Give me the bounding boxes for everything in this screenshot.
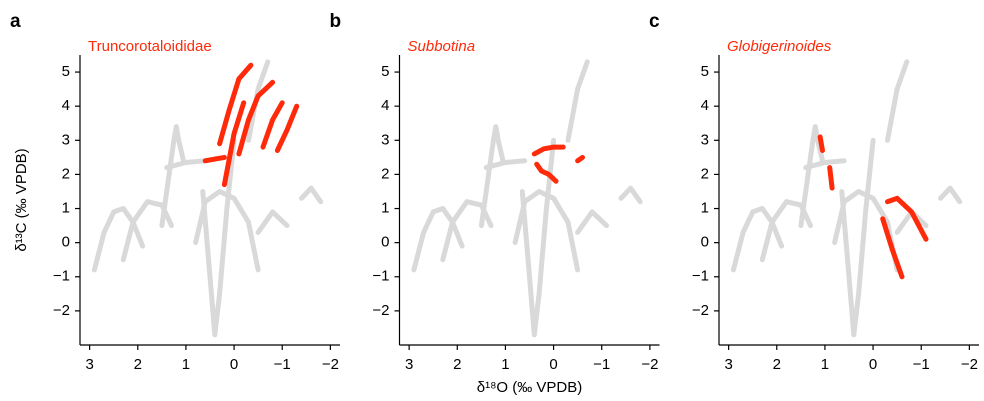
y-tick-label: −1 xyxy=(692,268,709,285)
x-tick-label: −2 xyxy=(641,356,658,373)
y-tick-label: 1 xyxy=(701,199,709,216)
y-tick-label: −1 xyxy=(53,268,70,285)
panel-title: Subbotina xyxy=(408,38,476,55)
curve xyxy=(193,189,261,273)
curve xyxy=(575,209,609,235)
curve xyxy=(512,189,581,273)
curve xyxy=(260,100,285,150)
x-axis-label: δ¹⁸O (‰ VPDB) xyxy=(477,379,583,396)
y-tick-label: 1 xyxy=(62,199,70,216)
y-tick-label: 3 xyxy=(701,131,709,148)
y-tick-label: 2 xyxy=(381,165,389,182)
curve xyxy=(885,195,929,242)
curve xyxy=(221,100,247,188)
y-tick-label: 5 xyxy=(62,63,70,80)
curve xyxy=(299,185,324,205)
x-tick-label: 2 xyxy=(134,356,142,373)
curve xyxy=(91,206,146,273)
y-tick-label: 5 xyxy=(701,63,709,80)
y-tick-label: 2 xyxy=(701,165,709,182)
x-tick-label: 0 xyxy=(869,356,877,373)
panel: b Subbotina 3 2 1 0 −1 −2 −2 −1 0 1 2 3 4 5 δ¹⁸O (‰ VPDB… xyxy=(330,11,660,396)
curve xyxy=(411,206,465,273)
x-tick-label: 3 xyxy=(724,356,732,373)
panel-title: Truncorotaloididae xyxy=(88,38,212,55)
panel: c Globigerinoides 3 2 1 0 −1 −2 −2 −1 0 1 2 3 4 5 xyxy=(649,11,979,373)
panel: a Truncorotaloididae 3 2 1 0 −1 −2 −2 −1 0 1 2 3 4 5 δ¹³… xyxy=(10,11,340,373)
x-tick-label: 2 xyxy=(453,356,461,373)
y-tick-label: 0 xyxy=(701,234,709,251)
y-tick-label: 4 xyxy=(381,97,389,114)
x-tick-label: 2 xyxy=(773,356,781,373)
y-tick-label: 1 xyxy=(381,199,389,216)
curve xyxy=(832,189,900,273)
x-tick-label: 3 xyxy=(405,356,413,373)
y-tick-label: 4 xyxy=(701,97,709,114)
x-tick-label: −1 xyxy=(913,356,930,373)
curve xyxy=(885,59,910,143)
curve xyxy=(938,185,963,205)
curve xyxy=(839,137,876,338)
curve xyxy=(565,59,590,143)
curve xyxy=(483,158,528,171)
x-tick-label: −2 xyxy=(322,356,339,373)
x-tick-label: 1 xyxy=(501,356,509,373)
curve xyxy=(246,59,271,143)
x-tick-label: 0 xyxy=(230,356,238,373)
y-axis-label: δ¹³C (‰ VPDB) xyxy=(13,148,30,251)
x-tick-label: 1 xyxy=(182,356,190,373)
panel-letter: a xyxy=(10,11,21,32)
y-tick-label: 5 xyxy=(381,63,389,80)
x-tick-label: 0 xyxy=(549,356,557,373)
curve xyxy=(618,185,643,205)
y-tick-label: 2 xyxy=(62,165,70,182)
curve xyxy=(798,124,825,229)
x-tick-label: −1 xyxy=(274,356,291,373)
x-tick-label: −2 xyxy=(961,356,978,373)
curve xyxy=(164,158,208,171)
panel-letter: b xyxy=(330,11,342,32)
curve xyxy=(534,161,559,184)
y-tick-label: 3 xyxy=(62,131,70,148)
y-tick-label: −2 xyxy=(372,302,389,319)
x-tick-label: 3 xyxy=(85,356,93,373)
curve xyxy=(531,144,566,157)
y-tick-label: 0 xyxy=(62,234,70,251)
y-tick-label: −2 xyxy=(53,302,70,319)
y-tick-label: 4 xyxy=(62,97,70,114)
y-tick-label: −1 xyxy=(372,268,389,285)
curve xyxy=(880,216,905,280)
curve xyxy=(274,103,300,153)
panel-title: Globigerinoides xyxy=(727,38,832,55)
curve xyxy=(236,79,276,157)
curve xyxy=(202,154,227,164)
x-tick-label: 1 xyxy=(821,356,829,373)
panel-letter: c xyxy=(649,11,660,32)
curve xyxy=(255,209,290,235)
curve xyxy=(817,134,825,153)
y-tick-label: 0 xyxy=(381,234,389,251)
curve xyxy=(159,124,186,229)
curve xyxy=(575,154,585,164)
y-tick-label: −2 xyxy=(692,302,709,319)
x-tick-label: −1 xyxy=(593,356,610,373)
curve xyxy=(217,62,254,147)
y-tick-label: 3 xyxy=(381,131,389,148)
curve xyxy=(478,124,506,229)
curve xyxy=(803,158,847,171)
curve xyxy=(827,165,835,191)
curve xyxy=(730,206,785,273)
